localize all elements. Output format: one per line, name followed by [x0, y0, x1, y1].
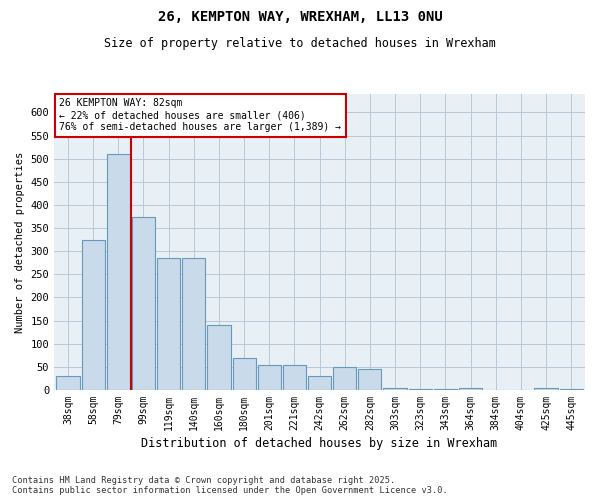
Bar [434, 389, 457, 390]
Bar [283, 364, 306, 390]
Bar [208, 325, 230, 390]
Bar [333, 367, 356, 390]
Bar [132, 216, 155, 390]
Bar [182, 258, 205, 390]
Bar [233, 358, 256, 390]
Bar [459, 388, 482, 390]
Bar [383, 388, 407, 390]
Bar [107, 154, 130, 390]
Text: Size of property relative to detached houses in Wrexham: Size of property relative to detached ho… [104, 38, 496, 51]
Bar [535, 388, 557, 390]
Y-axis label: Number of detached properties: Number of detached properties [15, 152, 25, 332]
Bar [358, 369, 382, 390]
Bar [56, 376, 80, 390]
Bar [257, 364, 281, 390]
Text: Contains HM Land Registry data © Crown copyright and database right 2025.
Contai: Contains HM Land Registry data © Crown c… [12, 476, 448, 495]
Bar [560, 389, 583, 390]
Bar [308, 376, 331, 390]
Text: 26 KEMPTON WAY: 82sqm
← 22% of detached houses are smaller (406)
76% of semi-det: 26 KEMPTON WAY: 82sqm ← 22% of detached … [59, 98, 341, 132]
Text: 26, KEMPTON WAY, WREXHAM, LL13 0NU: 26, KEMPTON WAY, WREXHAM, LL13 0NU [158, 10, 442, 24]
Bar [409, 389, 432, 390]
Bar [82, 240, 105, 390]
Bar [157, 258, 180, 390]
X-axis label: Distribution of detached houses by size in Wrexham: Distribution of detached houses by size … [142, 437, 498, 450]
